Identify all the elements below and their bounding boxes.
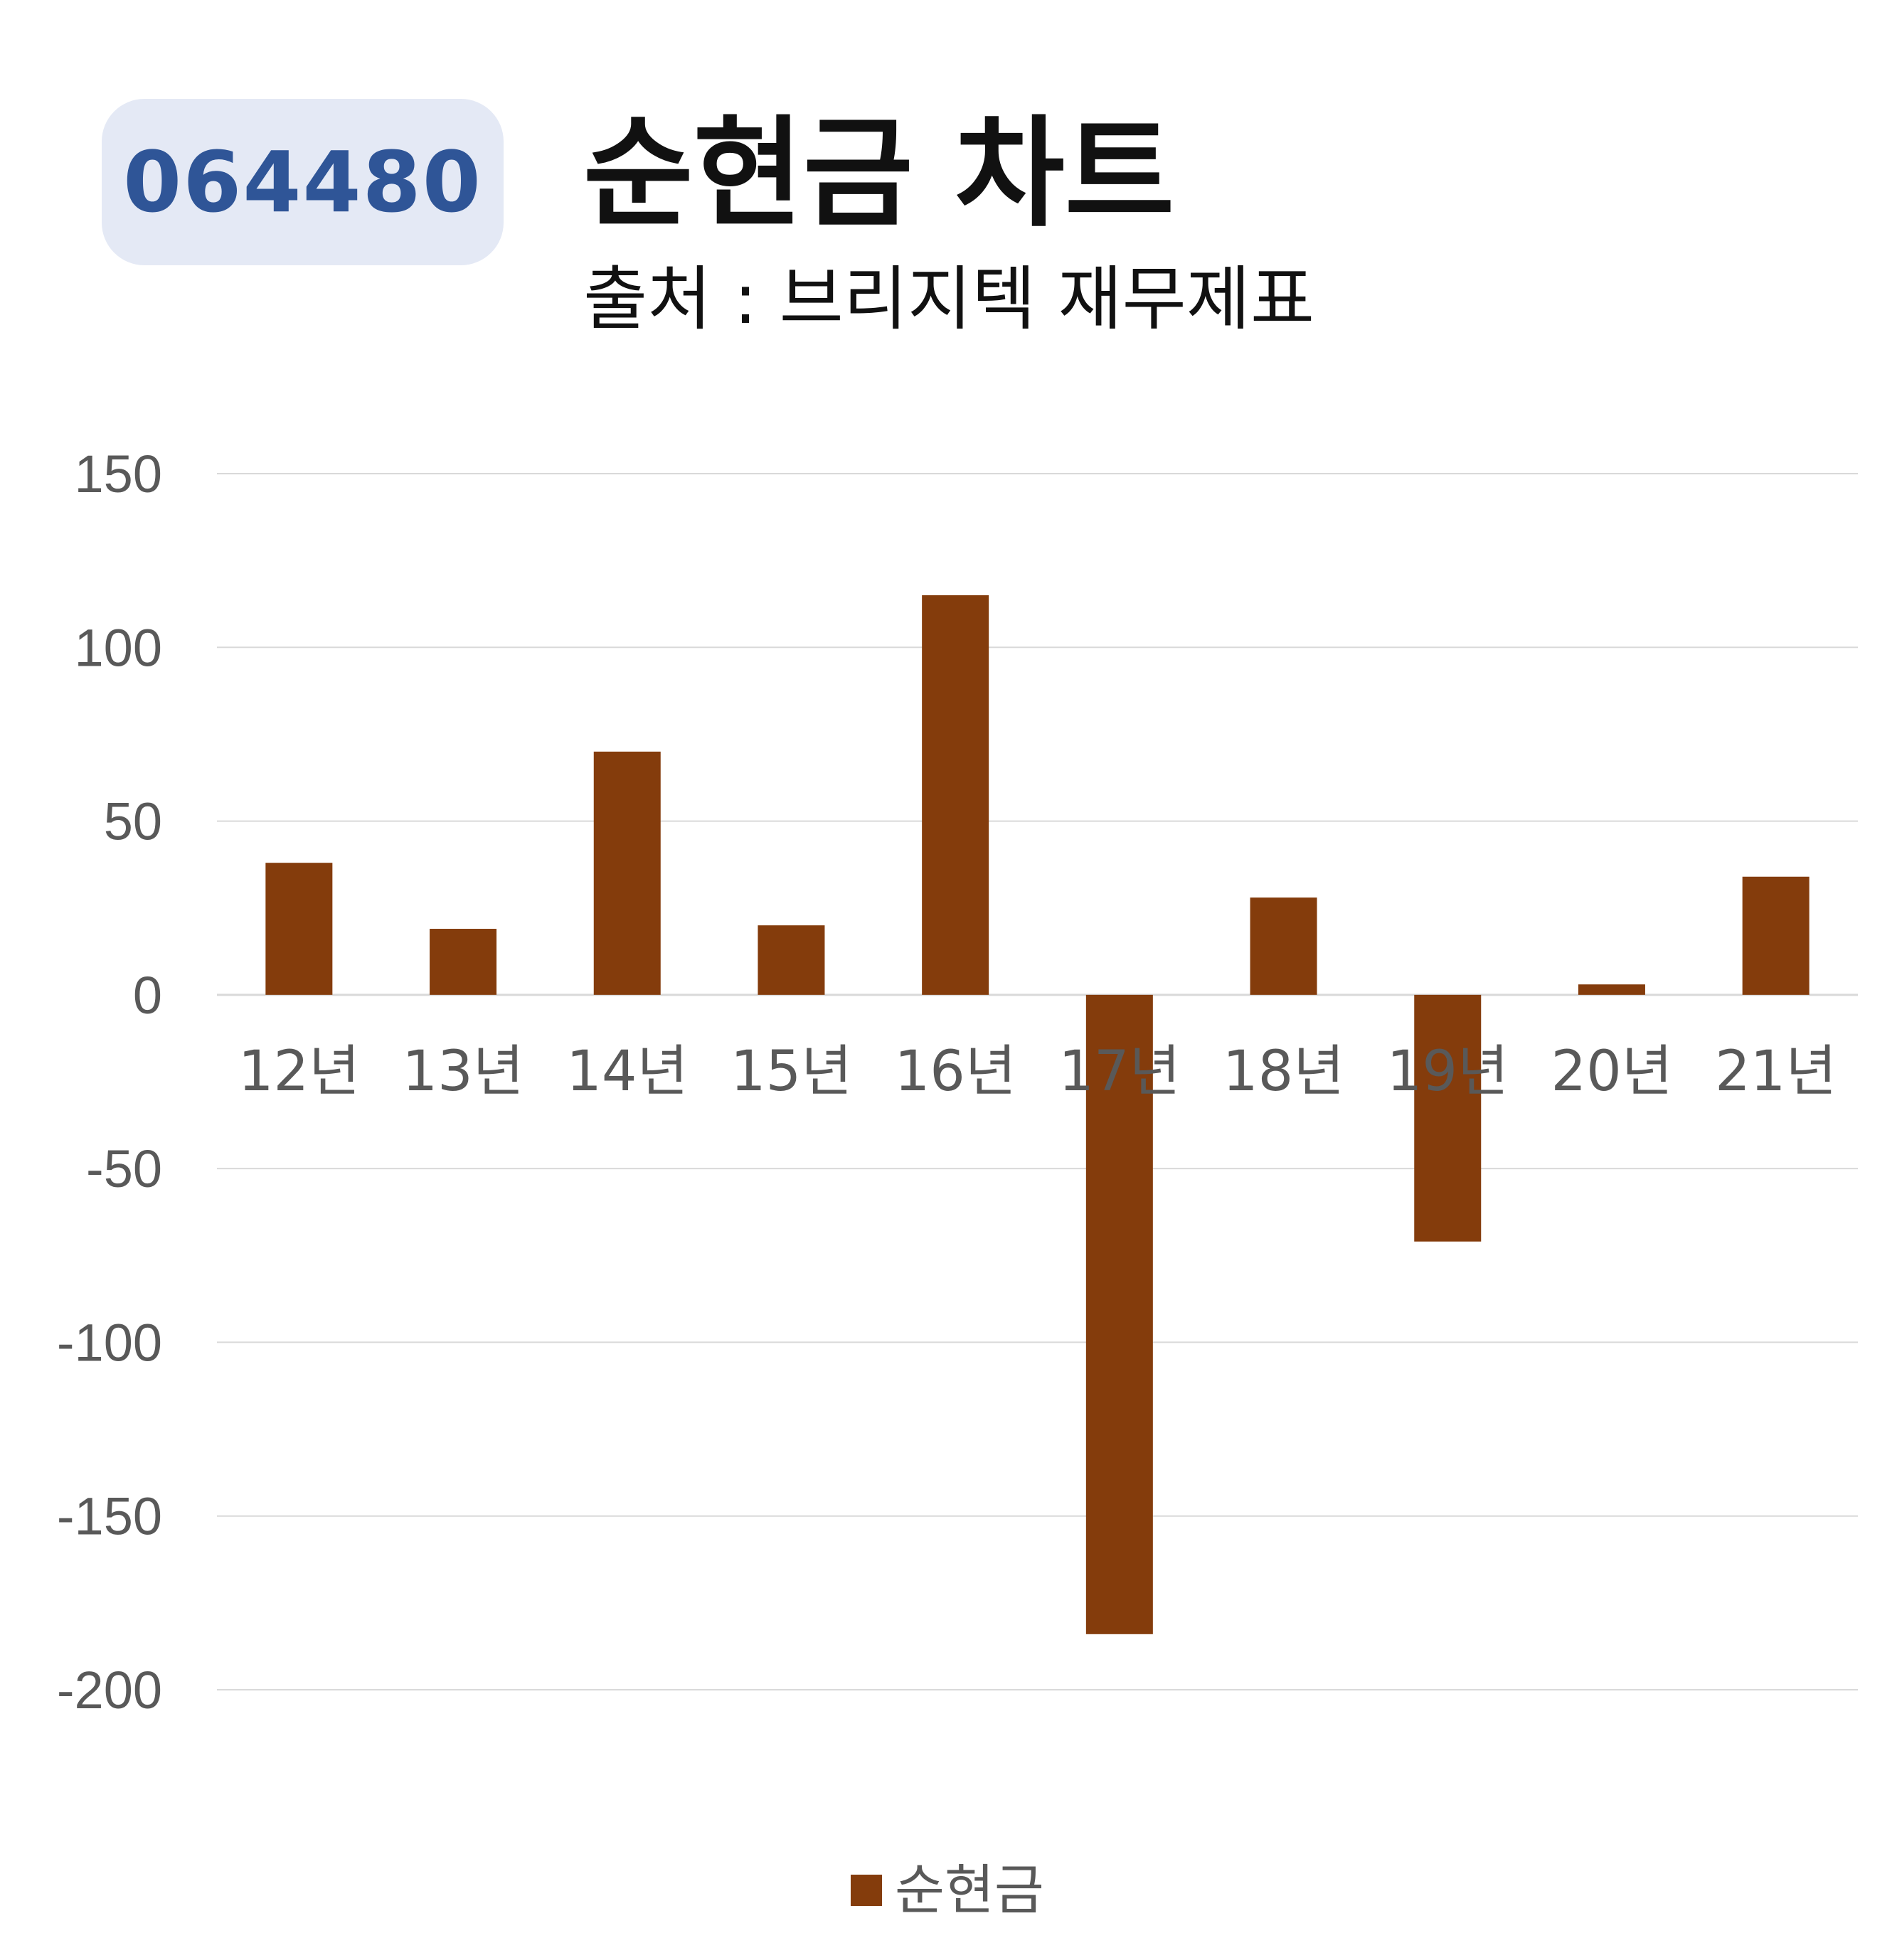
gridlines xyxy=(217,473,1858,1690)
chart-title: 순현금 차트 xyxy=(583,104,1175,243)
chart-subtitle: 출처 : 브리지텍 재무제표 xyxy=(583,259,1315,340)
bar xyxy=(265,863,333,995)
y-tick-label: -150 xyxy=(57,1487,162,1546)
bar xyxy=(922,595,989,995)
x-tick-label: 17년 xyxy=(1058,1040,1180,1104)
y-tick-label: 100 xyxy=(75,618,162,677)
x-tick-label: 19년 xyxy=(1387,1040,1509,1104)
bar xyxy=(430,929,497,995)
x-axis-ticks: 12년 13년 14년 15년 16년 17년 18년 19년 20년 21년 xyxy=(238,1040,1837,1104)
y-tick-label: -50 xyxy=(86,1139,162,1198)
x-tick-label: 20년 xyxy=(1551,1040,1672,1104)
x-tick-label: 18년 xyxy=(1223,1040,1344,1104)
bars xyxy=(265,595,1810,1634)
bar xyxy=(1742,876,1810,995)
x-tick-label: 13년 xyxy=(403,1040,524,1104)
bar xyxy=(1085,994,1153,1634)
y-tick-label: 50 xyxy=(104,792,162,851)
x-tick-label: 16년 xyxy=(895,1040,1016,1104)
x-tick-label: 15년 xyxy=(730,1040,852,1104)
y-tick-label: 150 xyxy=(75,444,162,504)
legend-label: 순현금 xyxy=(895,1858,1044,1922)
bar xyxy=(758,925,825,995)
y-axis-ticks: 150 100 50 0 -50 -100 -150 -200 xyxy=(57,444,162,1720)
bar xyxy=(1414,994,1482,1242)
ticker-code: 064480 xyxy=(123,133,482,231)
y-tick-label: -100 xyxy=(57,1313,162,1372)
ticker-badge: 064480 xyxy=(102,99,504,265)
bar xyxy=(593,751,661,995)
x-tick-label: 12년 xyxy=(238,1040,360,1104)
bar xyxy=(1578,984,1645,995)
y-tick-label: 0 xyxy=(133,966,162,1025)
x-tick-label: 21년 xyxy=(1715,1040,1837,1104)
x-tick-label: 14년 xyxy=(566,1040,688,1104)
legend: 순현금 xyxy=(851,1863,1044,1917)
bar xyxy=(1250,898,1317,995)
y-tick-label: -200 xyxy=(57,1661,162,1720)
legend-swatch xyxy=(851,1875,882,1906)
